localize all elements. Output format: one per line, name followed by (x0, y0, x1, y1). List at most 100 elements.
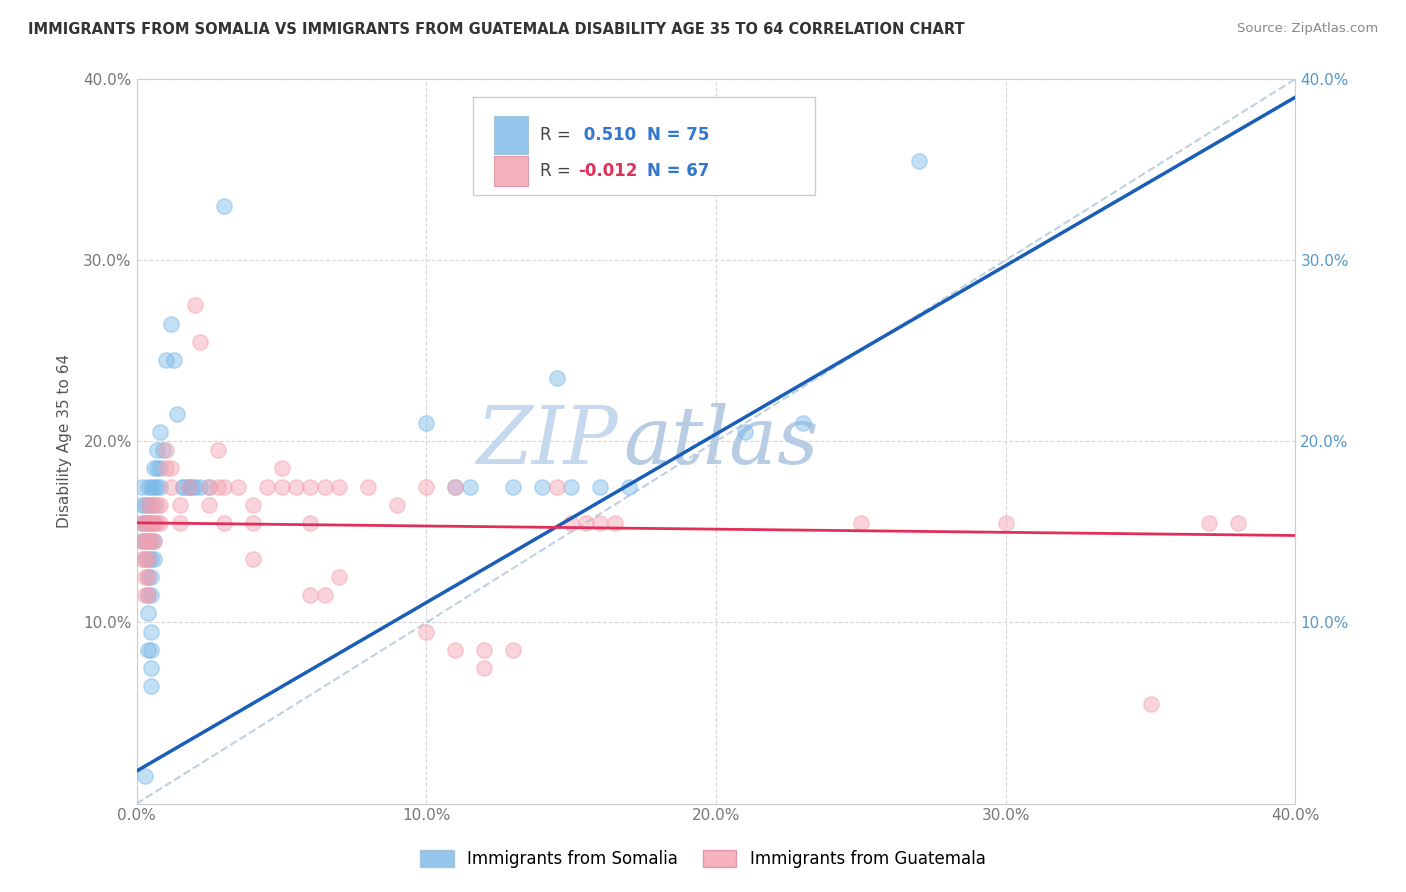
Point (242, 552, 264, 566)
Point (152, 443, 174, 458)
Point (177, 480, 200, 494)
Text: -0.012: -0.012 (578, 162, 637, 180)
Point (444, 642, 467, 657)
Point (155, 443, 177, 458)
Point (134, 588, 156, 602)
Point (143, 516, 166, 530)
Point (589, 480, 612, 494)
Point (190, 480, 212, 494)
Text: R =: R = (540, 162, 576, 180)
Point (212, 516, 235, 530)
Point (136, 588, 159, 602)
FancyBboxPatch shape (472, 97, 814, 195)
Point (177, 480, 200, 494)
Text: atlas: atlas (623, 402, 818, 480)
Point (1226, 516, 1249, 530)
Point (387, 498, 409, 512)
Point (314, 480, 336, 494)
Point (502, 480, 524, 494)
Point (139, 588, 162, 602)
Text: Source: ZipAtlas.com: Source: ZipAtlas.com (1237, 22, 1378, 36)
Point (131, 480, 153, 494)
Point (226, 480, 249, 494)
Point (155, 352, 177, 367)
Point (136, 642, 159, 657)
Point (139, 516, 162, 530)
Point (139, 533, 162, 548)
Point (143, 498, 166, 512)
Point (136, 552, 159, 566)
Point (143, 516, 166, 530)
Point (149, 498, 172, 512)
Point (149, 461, 172, 475)
Point (183, 480, 205, 494)
Point (149, 425, 172, 440)
Point (190, 334, 212, 349)
Point (472, 642, 495, 657)
Point (207, 480, 229, 494)
Point (299, 588, 322, 602)
Point (136, 498, 159, 512)
Point (357, 480, 380, 494)
Point (160, 317, 183, 331)
Point (143, 480, 166, 494)
Point (180, 480, 202, 494)
Point (198, 480, 221, 494)
Text: R =: R = (540, 126, 576, 144)
Point (134, 516, 156, 530)
Point (163, 352, 186, 367)
Y-axis label: Disability Age 35 to 64: Disability Age 35 to 64 (58, 354, 72, 528)
Point (472, 661, 495, 675)
Point (575, 516, 598, 530)
Point (136, 533, 159, 548)
Point (169, 498, 191, 512)
Point (444, 480, 467, 494)
Point (546, 480, 568, 494)
Point (136, 552, 159, 566)
Text: N = 75: N = 75 (647, 126, 709, 144)
Point (146, 461, 169, 475)
Point (177, 480, 200, 494)
Point (242, 516, 264, 530)
Point (136, 588, 159, 602)
Point (589, 516, 612, 530)
Point (415, 416, 437, 430)
Point (270, 461, 292, 475)
Point (183, 298, 205, 312)
Point (603, 516, 626, 530)
Point (134, 552, 156, 566)
Point (792, 416, 814, 430)
Point (546, 371, 568, 385)
Point (560, 480, 582, 494)
Point (270, 480, 292, 494)
Point (314, 588, 336, 602)
Legend: Immigrants from Somalia, Immigrants from Guatemala: Immigrants from Somalia, Immigrants from… (413, 843, 993, 875)
Point (256, 480, 278, 494)
Point (502, 642, 524, 657)
Point (242, 498, 264, 512)
Point (908, 153, 931, 168)
Point (139, 624, 162, 639)
Point (136, 516, 159, 530)
Point (207, 443, 229, 458)
Point (136, 480, 159, 494)
Point (169, 516, 191, 530)
Point (136, 570, 159, 584)
Point (285, 480, 308, 494)
Point (143, 461, 166, 475)
Point (136, 533, 159, 548)
Point (139, 498, 162, 512)
Point (444, 480, 467, 494)
Point (143, 533, 166, 548)
Point (1139, 697, 1161, 711)
Point (134, 570, 156, 584)
Point (146, 498, 169, 512)
Point (458, 480, 481, 494)
Point (139, 498, 162, 512)
Point (143, 552, 166, 566)
Point (139, 533, 162, 548)
Point (131, 533, 153, 548)
Point (139, 480, 162, 494)
Point (134, 533, 156, 548)
Point (531, 480, 554, 494)
